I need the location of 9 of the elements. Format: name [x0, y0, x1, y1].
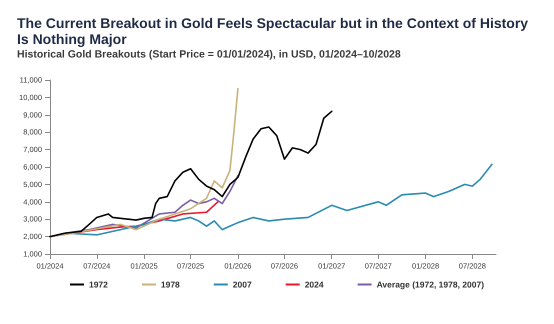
chart-title: The Current Breakout in Gold Feels Spectacular but in the Context of History Is Nothing Major	[17, 15, 532, 47]
line-series	[49, 110, 333, 238]
line-series	[49, 88, 239, 238]
legend-label: 1972	[88, 280, 108, 290]
legend-label: Average (1972, 1978, 2007)	[376, 280, 484, 290]
legend-label: 2024	[304, 280, 324, 290]
chart-subtitle: Historical Gold Breakouts (Start Price = 01/01/2024), in USD, 01/2024–10/2028	[17, 48, 401, 60]
legend-label: 1978	[160, 280, 180, 290]
legend-label: 2007	[232, 280, 252, 290]
